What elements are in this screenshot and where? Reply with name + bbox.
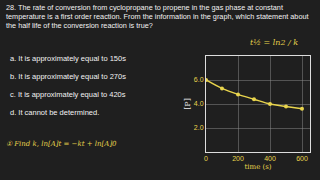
svg-text:6.0: 6.0 <box>194 76 204 83</box>
svg-text:[P]: [P] <box>183 98 192 110</box>
svg-text:200: 200 <box>232 155 244 162</box>
html-text:b. It is approximately equal t: b. It is approximately equal to 270s <box>10 72 126 81</box>
svg-text:0: 0 <box>204 155 208 162</box>
html-text:28. The rate of conversion fro: 28. The rate of conversion from cyclopro… <box>6 3 309 30</box>
html-text:c. It is approximately equal t: c. It is approximately equal to 420s <box>10 90 126 99</box>
html-text:① Find k, ln[A]t = −kt + ln[A]: ① Find k, ln[A]t = −kt + ln[A]0 <box>6 140 117 148</box>
svg-text:600: 600 <box>296 155 308 162</box>
svg-text:2.0: 2.0 <box>194 124 204 131</box>
svg-text:time (s): time (s) <box>244 163 271 171</box>
html-text:a. It is approximately equal t: a. It is approximately equal to 150s <box>10 54 126 63</box>
svg-text:400: 400 <box>264 155 276 162</box>
svg-text:4.0: 4.0 <box>194 100 204 107</box>
html-text:t½ = ln2 / k: t½ = ln2 / k <box>250 38 299 47</box>
html-text:d. It cannot be determined.: d. It cannot be determined. <box>10 108 100 117</box>
